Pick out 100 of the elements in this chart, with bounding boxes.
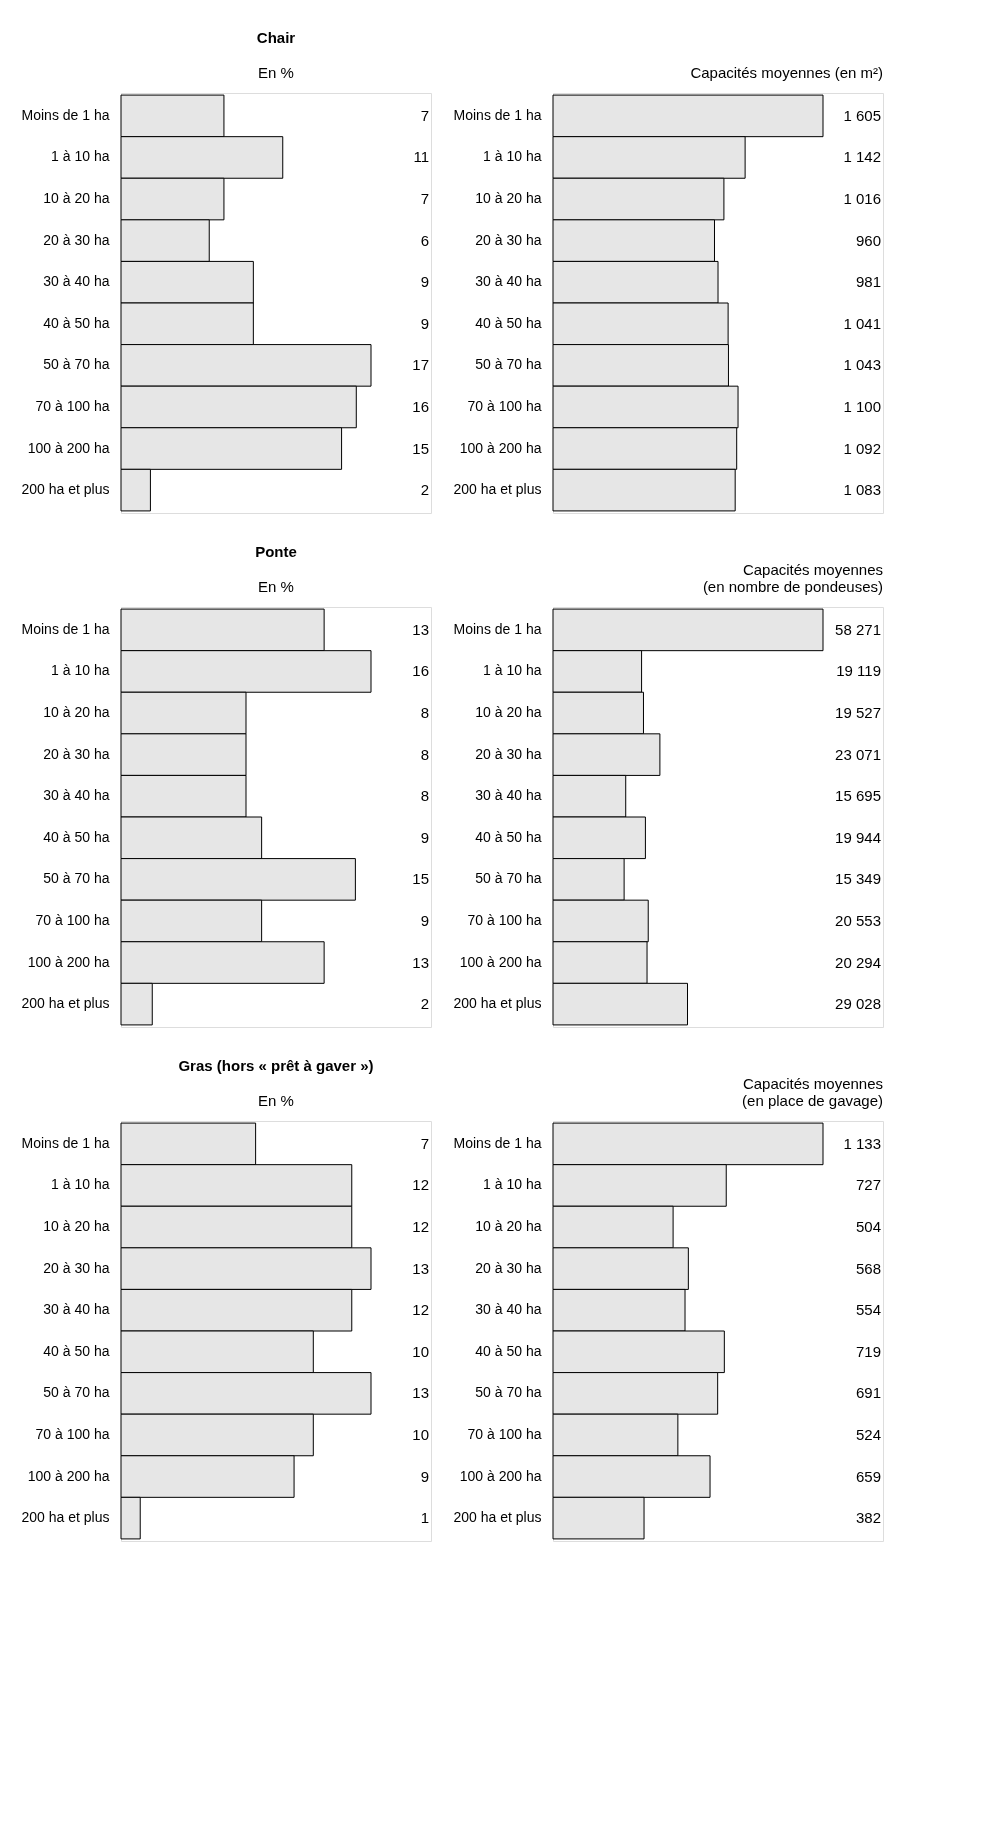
y-tick-label: 30 à 40 ha	[475, 787, 542, 804]
data-label: 1 133	[843, 1134, 881, 1152]
y-tick-label: 100 à 200 ha	[459, 439, 542, 456]
y-tick-label: 30 à 40 ha	[43, 273, 110, 290]
data-label: 12	[412, 1301, 429, 1319]
y-tick-label: 10 à 20 ha	[475, 190, 542, 207]
data-label: 7	[420, 106, 429, 124]
data-label: 1 100	[843, 397, 881, 415]
y-tick-label: 1 à 10 ha	[51, 662, 110, 679]
y-tick-label: 30 à 40 ha	[43, 1301, 110, 1318]
chart-subtitle: En %	[258, 1092, 294, 1109]
data-label: 13	[412, 1384, 429, 1402]
data-label: 1 605	[843, 106, 881, 124]
data-label: 8	[420, 704, 429, 722]
y-tick-label: 200 ha et plus	[21, 1509, 110, 1526]
y-tick-label: 40 à 50 ha	[475, 1342, 542, 1359]
y-tick-label: 10 à 20 ha	[43, 1218, 110, 1235]
y-tick-label: 50 à 70 ha	[475, 870, 542, 887]
data-label: 19 119	[836, 662, 881, 680]
data-label: 58 271	[835, 620, 881, 638]
data-label: 504	[855, 1218, 881, 1236]
data-label: 16	[412, 662, 429, 680]
data-label: 1 142	[843, 148, 881, 166]
y-tick-label: 20 à 30 ha	[475, 231, 542, 248]
y-tick-label: 100 à 200 ha	[459, 953, 542, 970]
y-tick-label: 50 à 70 ha	[43, 356, 110, 373]
data-label: 20 294	[835, 953, 881, 971]
chart-subtitle: Capacités moyennes (en m²)	[690, 64, 883, 81]
data-label: 8	[420, 745, 429, 763]
data-label: 12	[412, 1176, 429, 1194]
y-tick-label: 10 à 20 ha	[475, 704, 542, 721]
y-tick-label: 200 ha et plus	[21, 481, 110, 498]
y-tick-label: 50 à 70 ha	[43, 870, 110, 887]
data-label: 382	[855, 1509, 881, 1527]
data-label: 1 041	[843, 314, 881, 332]
data-label: 1	[420, 1509, 429, 1527]
data-label: 23 071	[835, 745, 881, 763]
data-label: 20 553	[835, 911, 881, 929]
y-tick-label: 50 à 70 ha	[475, 356, 542, 373]
data-label: 659	[855, 1467, 881, 1485]
data-label: 1 092	[843, 439, 881, 457]
y-tick-label: 30 à 40 ha	[43, 787, 110, 804]
data-label: 17	[412, 356, 429, 374]
y-tick-label: 1 à 10 ha	[51, 148, 110, 165]
data-label: 9	[420, 911, 429, 929]
data-label: 10	[412, 1425, 429, 1443]
data-label: 29 028	[835, 995, 881, 1013]
y-tick-label: 30 à 40 ha	[475, 273, 542, 290]
y-tick-label: 40 à 50 ha	[475, 828, 542, 845]
y-tick-label: 70 à 100 ha	[35, 397, 110, 414]
data-label: 19 527	[835, 704, 881, 722]
y-tick-label: 1 à 10 ha	[483, 148, 542, 165]
data-label: 15	[412, 870, 429, 888]
y-tick-label: Moins de 1 ha	[453, 620, 542, 637]
y-tick-label: Moins de 1 ha	[453, 106, 542, 123]
data-label: 7	[420, 1134, 429, 1152]
data-label: 568	[855, 1259, 881, 1277]
data-label: 727	[855, 1176, 881, 1194]
y-tick-label: 200 ha et plus	[453, 995, 542, 1012]
y-tick-label: 100 à 200 ha	[459, 1467, 542, 1484]
y-tick-label: 40 à 50 ha	[43, 314, 110, 331]
data-label: 981	[855, 273, 881, 291]
data-label: 960	[855, 231, 881, 249]
y-tick-label: 50 à 70 ha	[43, 1384, 110, 1401]
data-label: 1 016	[843, 190, 881, 208]
data-label: 8	[420, 787, 429, 805]
data-label: 12	[412, 1218, 429, 1236]
data-label: 15	[412, 439, 429, 457]
y-tick-label: 70 à 100 ha	[467, 1425, 542, 1442]
y-tick-label: 50 à 70 ha	[475, 1384, 542, 1401]
y-tick-label: 30 à 40 ha	[475, 1301, 542, 1318]
chart-title: Gras (hors « prêt à gaver »)	[178, 1057, 374, 1074]
y-tick-label: 100 à 200 ha	[27, 1467, 110, 1484]
y-tick-label: 100 à 200 ha	[27, 953, 110, 970]
data-label: 2	[420, 481, 429, 499]
data-label: 10	[412, 1342, 429, 1360]
y-tick-label: 20 à 30 ha	[475, 1259, 542, 1276]
chart-subtitle: Capacités moyennes (en place de gavage)	[742, 1075, 883, 1109]
chart-subtitle: En %	[258, 64, 294, 81]
data-label: 9	[420, 828, 429, 846]
data-label: 1 043	[843, 356, 881, 374]
data-label: 19 944	[835, 828, 881, 846]
y-tick-label: 10 à 20 ha	[43, 190, 110, 207]
data-label: 2	[420, 995, 429, 1013]
y-tick-label: 70 à 100 ha	[35, 1425, 110, 1442]
data-label: 6	[420, 231, 429, 249]
data-label: 13	[412, 1259, 429, 1277]
y-tick-label: 10 à 20 ha	[475, 1218, 542, 1235]
y-tick-label: 1 à 10 ha	[483, 1176, 542, 1193]
data-label: 554	[855, 1301, 881, 1319]
data-label: 691	[855, 1384, 881, 1402]
data-label: 7	[420, 190, 429, 208]
data-label: 13	[412, 953, 429, 971]
y-tick-label: 20 à 30 ha	[43, 1259, 110, 1276]
y-tick-label: Moins de 1 ha	[21, 620, 110, 637]
y-tick-label: 70 à 100 ha	[467, 397, 542, 414]
y-tick-label: 200 ha et plus	[453, 1509, 542, 1526]
y-tick-label: 40 à 50 ha	[43, 828, 110, 845]
y-tick-label: Moins de 1 ha	[453, 1134, 542, 1151]
chart-subtitle: En %	[258, 578, 294, 595]
